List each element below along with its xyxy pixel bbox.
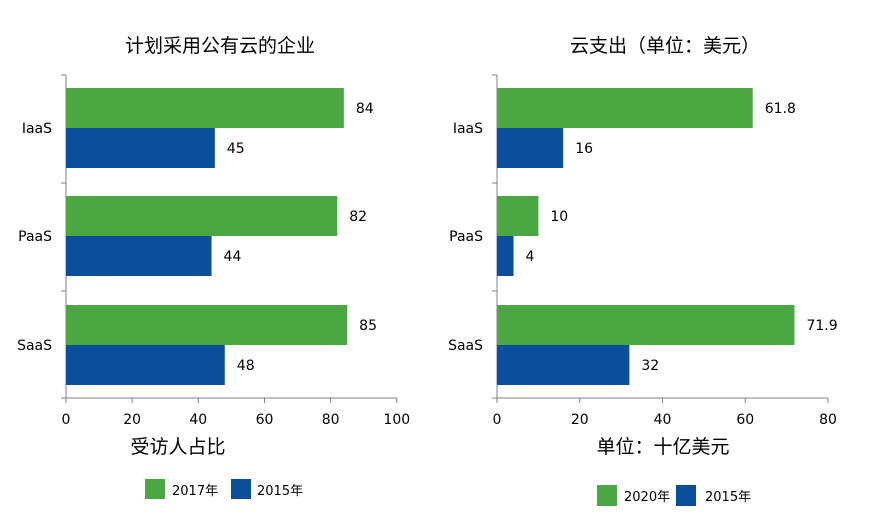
legend-swatch-2017 [145, 479, 165, 499]
data-label: 61.8 [765, 101, 796, 117]
bar-2015年-IaaS [66, 128, 215, 168]
legend-swatch-2015 [676, 485, 696, 506]
legend-swatch-2015 [231, 479, 251, 499]
x-axis-title: 单位：十亿美元 [596, 436, 729, 458]
x-tick-label: 80 [819, 412, 837, 428]
bar-2017年-PaaS [66, 196, 338, 236]
x-tick-label: 0 [62, 412, 71, 428]
x-axis-title: 受访人占比 [130, 436, 225, 458]
x-tick-label: 100 [383, 412, 410, 428]
data-label: 16 [575, 141, 593, 157]
bar-2020年-SaaS [497, 305, 795, 345]
x-tick-label: 20 [571, 412, 589, 428]
legend-label-2015: 2015年 [705, 490, 751, 505]
bar-2017年-SaaS [66, 305, 348, 345]
category-label: SaaS [448, 338, 483, 354]
data-label: 71.9 [806, 318, 837, 334]
category-label: PaaS [449, 229, 483, 245]
chart-title: 云支出（单位：美元） [570, 35, 760, 57]
adoption-chart: 计划采用公有云的企业 0 20 40 60 80 100 IaaS PaaS SaaS 84 82 8… [17, 35, 410, 499]
bar-2015年-PaaS [66, 236, 212, 276]
x-tick-label: 0 [493, 412, 502, 428]
legend: 2017年 2015年 [145, 479, 303, 499]
x-tick-label: 40 [654, 412, 672, 428]
x-tick-label: 20 [123, 412, 141, 428]
bar-2017年-IaaS [66, 88, 344, 128]
x-tick-label: 60 [256, 412, 274, 428]
category-label: PaaS [18, 229, 52, 245]
data-label: 84 [356, 101, 374, 117]
bar-2015年-IaaS [497, 128, 564, 168]
x-tick-label: 60 [736, 412, 754, 428]
legend-label-2020: 2020年 [624, 490, 670, 505]
category-label: SaaS [17, 338, 52, 354]
category-label: IaaS [22, 121, 52, 137]
spending-chart: 云支出（单位：美元） 0 20 40 60 80 IaaS PaaS SaaS 61.8 10 71… [448, 35, 838, 506]
data-label: 10 [550, 209, 568, 225]
legend-swatch-2020 [597, 485, 617, 506]
legend-label-2015: 2015年 [257, 484, 303, 499]
data-label: 4 [526, 249, 535, 265]
bar-2015年-PaaS [497, 236, 514, 276]
data-label: 44 [224, 249, 242, 265]
data-label: 82 [349, 209, 367, 225]
data-label: 32 [641, 358, 659, 374]
data-label: 48 [237, 358, 255, 374]
bar-2015年-SaaS [66, 345, 225, 385]
legend: 2020年 2015年 [597, 485, 751, 506]
bar-2015年-SaaS [497, 345, 630, 385]
category-label: IaaS [453, 121, 483, 137]
bar-2020年-IaaS [497, 88, 753, 128]
x-tick-label: 40 [189, 412, 207, 428]
chart-title: 计划采用公有云的企业 [125, 35, 315, 57]
data-label: 45 [227, 141, 245, 157]
bar-2020年-PaaS [497, 196, 539, 236]
x-tick-label: 80 [322, 412, 340, 428]
legend-label-2017: 2017年 [172, 484, 218, 499]
data-label: 85 [359, 318, 377, 334]
